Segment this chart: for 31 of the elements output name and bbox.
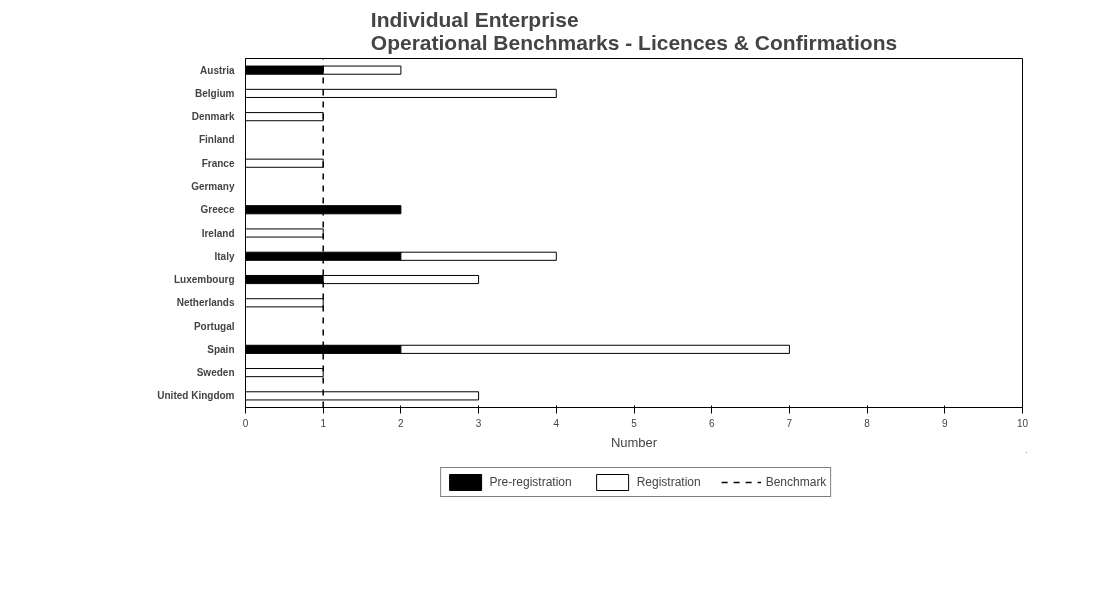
y-tick-label: Luxembourg [173, 274, 235, 286]
x-axis-title: Number [610, 434, 658, 450]
y-tick-label: Portugal [193, 320, 235, 332]
y-tick-label: Greece [200, 204, 235, 216]
y-tick-label: Finland [198, 134, 235, 146]
x-tick-label: 6 [708, 417, 715, 429]
x-tick-label: 9 [942, 417, 949, 429]
y-tick-label: Netherlands [176, 297, 235, 309]
x-tick-label: 3 [475, 417, 482, 429]
x-tick-label: 10 [1016, 417, 1029, 429]
x-tick-label: 8 [864, 417, 871, 429]
y-tick-label: Germany [191, 180, 235, 192]
y-tick-label: France [201, 157, 235, 169]
y-tick-label: Belgium [195, 87, 235, 99]
y-tick-label: Austria [200, 64, 235, 76]
y-tick-label: Sweden [196, 367, 235, 379]
y-tick-label: Spain [207, 343, 235, 355]
x-tick-label: 4 [553, 417, 560, 429]
chart-title: Individual Enterprise Operational Benchmarks - Licences & Confirmations [370, 7, 898, 54]
legend-label: Benchmark [765, 475, 827, 489]
x-tick-label: 1 [320, 417, 327, 429]
y-tick-label: Ireland [201, 227, 235, 239]
legend-label: Pre-registration [489, 475, 572, 489]
x-tick-label: 7 [786, 417, 793, 429]
y-tick-label: Italy [214, 250, 235, 262]
y-tick-label: United Kingdom [157, 390, 235, 402]
x-tick-label: 5 [631, 417, 638, 429]
legend-label: Registration [636, 475, 701, 489]
y-tick-label: Denmark [191, 111, 235, 123]
x-tick-label: 0 [242, 417, 249, 429]
x-tick-label: 2 [398, 417, 405, 429]
